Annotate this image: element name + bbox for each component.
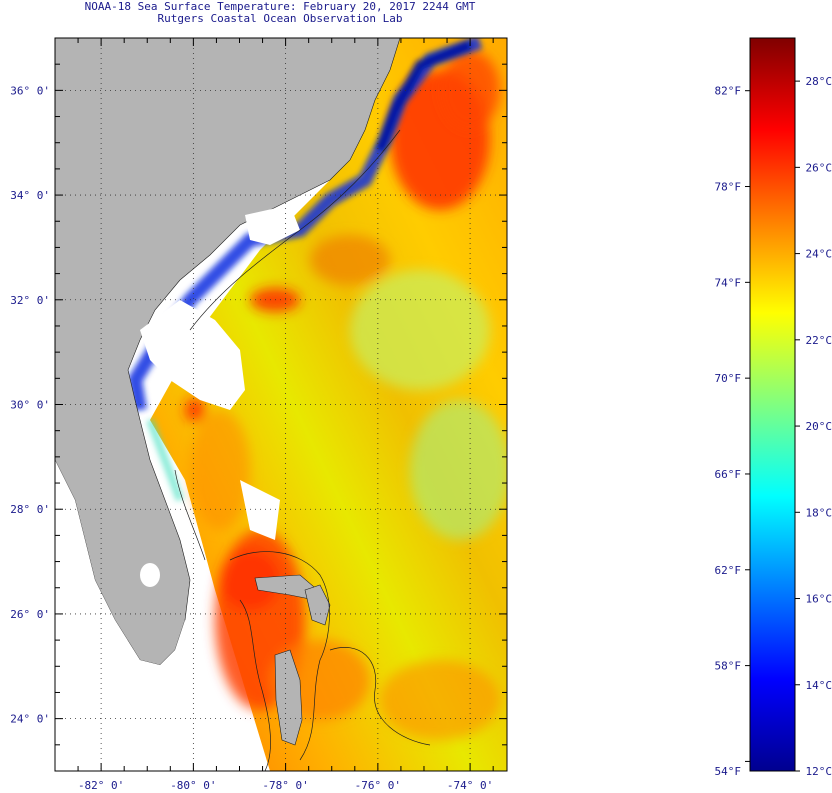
lat-label: 34° 0' — [10, 189, 50, 202]
celsius-label: 28°C — [806, 75, 832, 88]
lat-label: 28° 0' — [10, 503, 50, 516]
fahrenheit-label: 82°F — [715, 85, 742, 98]
sst-field — [127, 38, 507, 771]
lat-label: 32° 0' — [10, 294, 50, 307]
lon-label: -80° 0' — [170, 779, 216, 792]
fahrenheit-label: 70°F — [715, 372, 742, 385]
lat-label: 30° 0' — [10, 399, 50, 412]
longitude-labels: -82° 0' -80° 0' -78° 0' -76° 0' -74° 0' — [78, 779, 493, 792]
fahrenheit-label: 74°F — [715, 276, 742, 289]
lon-label: -74° 0' — [447, 779, 493, 792]
abaco-island — [304, 584, 331, 626]
map-ticks — [54, 37, 507, 772]
colorbar-gradient — [749, 37, 796, 772]
celsius-label: 24°C — [806, 248, 832, 261]
map-subtitle: Rutgers Coastal Ocean Observation Lab — [157, 12, 403, 25]
celsius-label: 20°C — [806, 420, 832, 433]
lon-label: -78° 0' — [262, 779, 308, 792]
fahrenheit-label: 78°F — [715, 181, 742, 194]
lat-label: 24° 0' — [10, 713, 50, 726]
bathymetry-contours — [174, 129, 431, 771]
celsius-label: 14°C — [806, 679, 832, 692]
lon-label: -82° 0' — [78, 779, 124, 792]
graticule — [55, 38, 507, 771]
sst-map: 36° 0' 34° 0' 32° 0' 30° 0' 28° 0' 26° 0' 24° … — [10, 37, 508, 792]
map-title: NOAA-18 Sea Surface Temperature: Februar… — [84, 0, 476, 13]
lat-label: 36° 0' — [10, 84, 50, 97]
lon-label: -76° 0' — [355, 779, 401, 792]
fahrenheit-label: 62°F — [715, 564, 742, 577]
celsius-label: 18°C — [806, 506, 832, 519]
celsius-label: 16°C — [806, 593, 832, 606]
celsius-label: 12°C — [806, 765, 832, 778]
celsius-label: 26°C — [806, 161, 832, 174]
fahrenheit-label: 66°F — [715, 468, 742, 481]
cloud-mask — [55, 205, 300, 771]
fahrenheit-label: 58°F — [715, 660, 742, 673]
lat-label: 26° 0' — [10, 608, 50, 621]
fahrenheit-scale: 82°F 78°F 74°F 70°F 66°F 62°F 58°F 54°F — [715, 85, 750, 778]
fahrenheit-label: 54°F — [715, 765, 742, 778]
latitude-labels: 36° 0' 34° 0' 32° 0' 30° 0' 28° 0' 26° 0' 24° … — [10, 84, 50, 725]
celsius-label: 22°C — [806, 334, 832, 347]
celsius-scale: 28°C 26°C 24°C 22°C 20°C 18°C 16°C 14°C 12°C — [795, 75, 832, 778]
andros-island — [274, 649, 303, 746]
